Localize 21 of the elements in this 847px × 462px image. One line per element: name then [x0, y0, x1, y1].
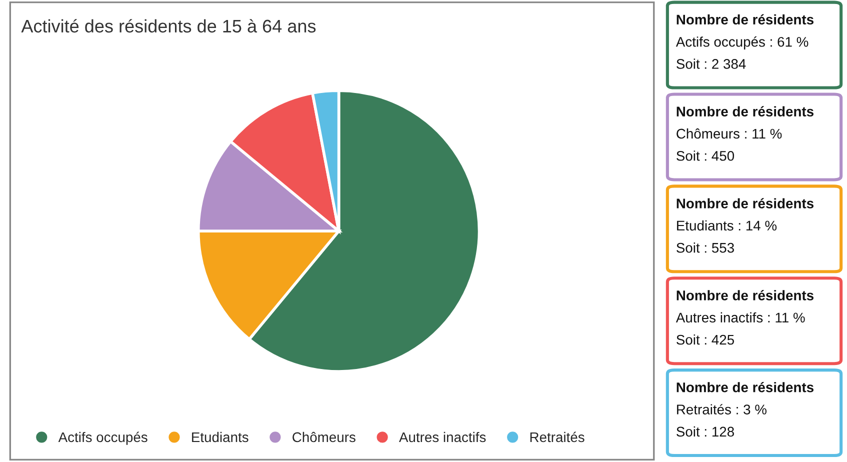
- text: Chômeurs : 11 %: [676, 128, 782, 139]
- legend-label: Etudiants: [192, 432, 248, 442]
- text: Soit : 128: [676, 426, 734, 437]
- legend-label: Autres inactifs: [399, 432, 486, 442]
- text: Retraités : 3 %: [677, 404, 766, 414]
- text: Nombre de résidents: [676, 290, 814, 300]
- text: Soit : 425: [676, 334, 734, 345]
- text: Nombre de résidents: [676, 14, 814, 25]
- text: Soit : 553: [676, 242, 734, 253]
- text: Soit : 450: [676, 150, 734, 161]
- text: Actifs occupés : 61 %: [676, 36, 808, 50]
- legend-label: Actifs occupés: [58, 432, 148, 445]
- legend-label: Retraités: [530, 432, 584, 442]
- text: Nombre de résidents: [676, 106, 814, 116]
- text: Soit : 2 384: [676, 58, 746, 69]
- text: Nombre de résidents: [676, 198, 814, 208]
- chart-title: Activité des résidents de 15 à 64 ans: [21, 19, 316, 33]
- text: Nombre de résidents: [676, 382, 814, 392]
- text: Etudiants : 14 %: [677, 220, 777, 231]
- text: Autres inactifs : 11 %: [676, 312, 805, 323]
- legend-label: Chômeurs: [292, 432, 356, 442]
